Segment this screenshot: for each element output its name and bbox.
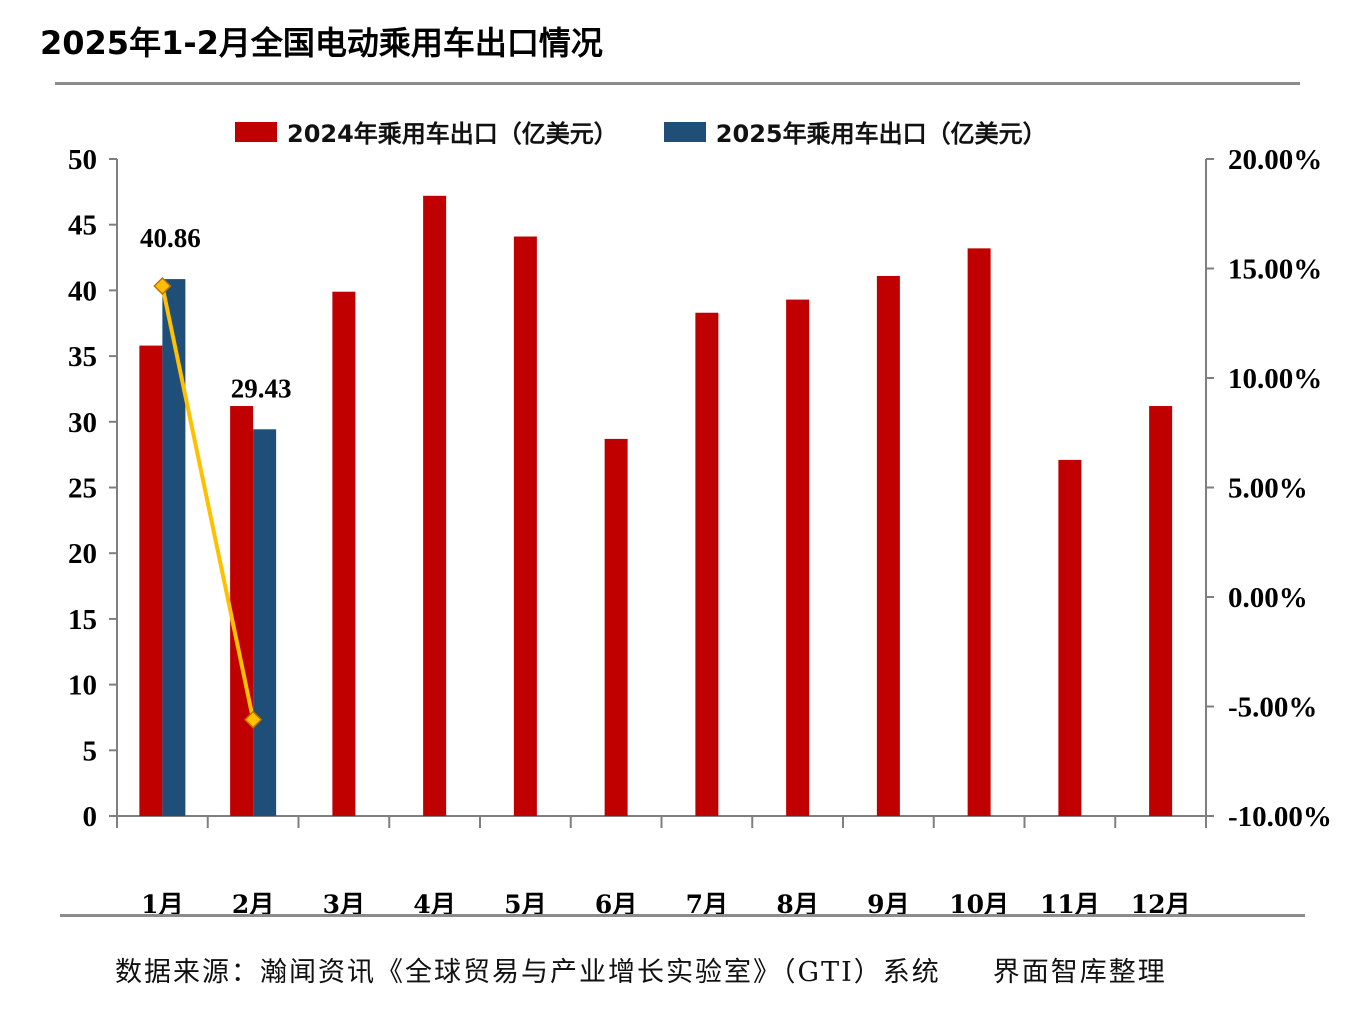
growth-line bbox=[160, 285, 256, 721]
bar-2024 bbox=[604, 438, 628, 816]
y-right-tick-label: -5.00% bbox=[1228, 692, 1317, 724]
bar-2025 bbox=[253, 429, 277, 816]
y-right-tick-label: 0.00% bbox=[1228, 582, 1308, 614]
bar-2024 bbox=[139, 345, 163, 816]
chart-title: 2025年1-2月全国电动乘用车出口情况 bbox=[40, 24, 603, 62]
legend-label-2025: 2025年乘用车出口（亿美元） bbox=[715, 120, 1047, 148]
bar-2024 bbox=[513, 236, 537, 816]
source-text: 数据来源：瀚闻资讯《全球贸易与产业增长实验室》（GTI）系统 bbox=[115, 957, 941, 988]
legend-item-2024: 2024年乘用车出口（亿美元） bbox=[235, 114, 618, 149]
y-left-tick-label: 45 bbox=[68, 210, 97, 242]
source-credit: 界面智库整理 bbox=[992, 957, 1167, 988]
bar-2024 bbox=[967, 248, 991, 817]
y-left-tick-label: 5 bbox=[83, 735, 98, 767]
y-left-tick-label: 10 bbox=[68, 670, 97, 702]
y-left-tick-label: 30 bbox=[68, 407, 97, 439]
data-label-2025: 29.43 bbox=[231, 373, 292, 403]
y-left-tick-label: 35 bbox=[68, 341, 97, 373]
growth-marker bbox=[153, 276, 172, 296]
legend-item-2025: 2025年乘用车出口（亿美元） bbox=[663, 114, 1047, 149]
bar-2024 bbox=[423, 195, 447, 817]
bar-2024 bbox=[332, 291, 356, 816]
bar-2024 bbox=[876, 275, 900, 816]
bar-2024 bbox=[1149, 406, 1173, 816]
y-right-tick-label: 10.00% bbox=[1228, 363, 1322, 395]
source-note: 数据来源：瀚闻资讯《全球贸易与产业增长实验室》（GTI）系统 界面智库整理 bbox=[115, 950, 1167, 989]
y-left-tick-label: 25 bbox=[68, 473, 97, 505]
bar-2024 bbox=[1058, 459, 1082, 816]
y-left-tick-label: 0 bbox=[83, 801, 98, 833]
y-right-tick-label: 15.00% bbox=[1228, 254, 1322, 286]
y-right-tick-label: 20.00% bbox=[1228, 144, 1322, 176]
y-left-tick-label: 40 bbox=[68, 275, 97, 307]
bottom-divider bbox=[60, 914, 1305, 917]
legend-swatch-2024 bbox=[235, 121, 277, 142]
y-left-tick-label: 20 bbox=[68, 538, 97, 570]
chart-legend: 2024年乘用车出口（亿美元） 2025年乘用车出口（亿美元） bbox=[235, 114, 1047, 149]
data-label-2025: 40.86 bbox=[140, 223, 201, 253]
bar-2025 bbox=[162, 279, 186, 816]
growth-marker bbox=[244, 710, 263, 729]
bar-2024 bbox=[230, 406, 254, 816]
legend-label-2024: 2024年乘用车出口（亿美元） bbox=[287, 120, 618, 148]
y-left-tick-label: 50 bbox=[68, 144, 97, 176]
y-right-tick-label: -10.00% bbox=[1228, 801, 1332, 833]
bar-2024 bbox=[786, 299, 810, 816]
y-right-tick-label: 5.00% bbox=[1228, 473, 1308, 505]
bar-2024 bbox=[695, 312, 719, 816]
y-left-tick-label: 15 bbox=[68, 604, 97, 636]
legend-swatch-2025 bbox=[663, 121, 706, 142]
top-divider bbox=[55, 82, 1300, 85]
